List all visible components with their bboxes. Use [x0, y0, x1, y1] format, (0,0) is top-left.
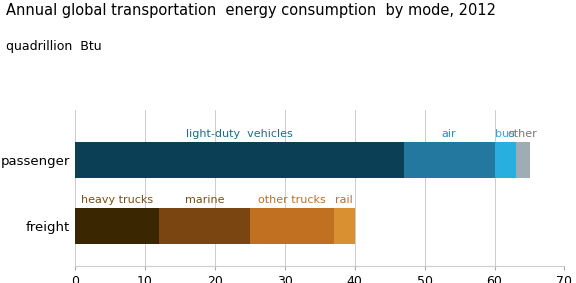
- Text: bus: bus: [495, 128, 515, 138]
- Bar: [495, 142, 516, 178]
- Text: marine: marine: [184, 195, 224, 205]
- Text: light-duty  vehicles: light-duty vehicles: [186, 128, 293, 138]
- Text: other trucks: other trucks: [258, 195, 325, 205]
- Text: quadrillion  Btu: quadrillion Btu: [6, 40, 101, 53]
- Bar: [75, 142, 404, 178]
- Bar: [404, 142, 495, 178]
- Text: air: air: [442, 128, 456, 138]
- Text: rail: rail: [335, 195, 353, 205]
- Bar: [334, 208, 355, 245]
- Bar: [159, 208, 250, 245]
- Text: heavy trucks: heavy trucks: [81, 195, 153, 205]
- Bar: [516, 142, 529, 178]
- Text: Annual global transportation  energy consumption  by mode, 2012: Annual global transportation energy cons…: [6, 3, 496, 18]
- Bar: [250, 208, 334, 245]
- Text: other: other: [507, 128, 537, 138]
- Bar: [75, 208, 159, 245]
